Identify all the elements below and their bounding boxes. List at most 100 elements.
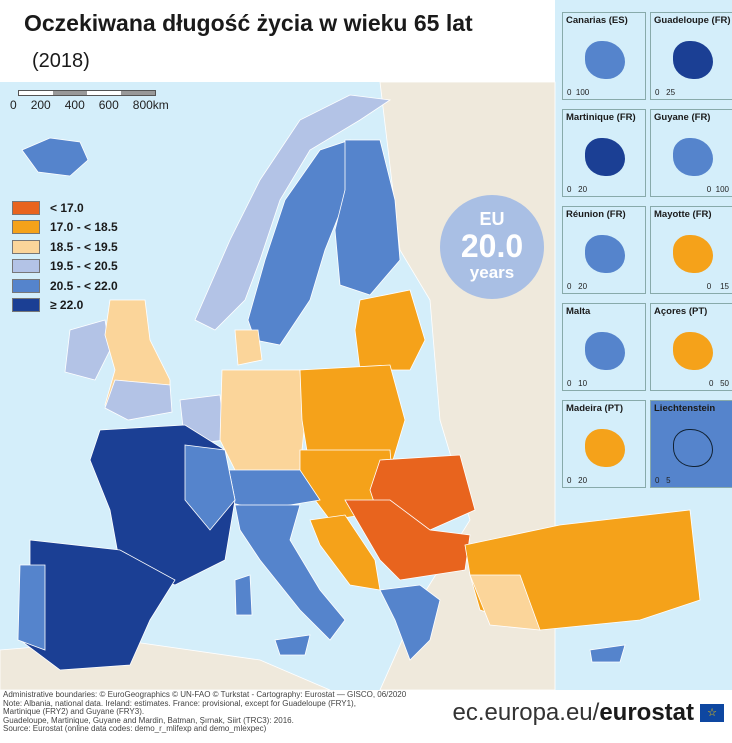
legend-swatch	[12, 220, 40, 235]
inset-title: Guyane (FR)	[654, 112, 711, 123]
footer-notes: Administrative boundaries: © EuroGeograp…	[3, 690, 407, 734]
region-sicily	[274, 634, 311, 656]
legend: < 17.0 17.0 - < 18.5 18.5 - < 19.5 19.5 - <…	[12, 198, 118, 315]
inset-title: Mayotte (FR)	[654, 209, 712, 220]
inset-region	[585, 235, 625, 273]
inset-scale: 0 20	[567, 282, 588, 291]
eu-flag-icon: ☆	[700, 704, 724, 722]
inset-map: Canarias (ES) 0 100	[562, 12, 646, 100]
inset-region	[585, 332, 625, 370]
legend-item: 18.5 - < 19.5	[12, 237, 118, 257]
inset-region	[673, 332, 713, 370]
map-title: Oczekiwana długość życia w wieku 65 lat	[24, 10, 473, 36]
legend-item: 20.5 - < 22.0	[12, 276, 118, 296]
note-line: Note: Albania, national data. Ireland: e…	[3, 698, 356, 708]
inset-map: Madeira (PT) 0 20	[562, 400, 646, 488]
eu-average-badge: EU 20.0 years	[440, 195, 544, 299]
region-france-east	[184, 444, 236, 531]
legend-swatch	[12, 239, 40, 254]
legend-item: 17.0 - < 18.5	[12, 218, 118, 238]
note-line: Administrative boundaries: © EuroGeograp…	[3, 690, 407, 699]
legend-label: 17.0 - < 18.5	[50, 220, 118, 235]
legend-item: < 17.0	[12, 198, 118, 218]
eu-label: EU	[479, 209, 505, 229]
inset-scale: 0 5	[655, 476, 671, 485]
region-finland	[334, 139, 401, 296]
region-denmark	[234, 329, 263, 366]
inset-map: Guadeloupe (FR) 0 25	[650, 12, 732, 100]
inset-title: Canarias (ES)	[566, 15, 628, 26]
legend-swatch	[12, 200, 40, 215]
inset-scale: 0 15	[706, 282, 729, 291]
region-italy	[234, 504, 346, 641]
scale-label: 800km	[132, 98, 169, 112]
inset-map: Guyane (FR) 0 100	[650, 109, 732, 197]
note-line: Guadeloupe, Martinique, Guyane and Mardi…	[3, 715, 294, 725]
inset-scale: 0 100	[706, 185, 729, 194]
region-sardinia	[234, 574, 253, 616]
inset-region	[673, 138, 713, 176]
inset-map: Mayotte (FR) 0 15	[650, 206, 732, 294]
inset-region	[585, 429, 625, 467]
legend-swatch	[12, 298, 40, 313]
map-subtitle: (2018)	[32, 50, 90, 72]
inset-map: Martinique (FR) 0 20	[562, 109, 646, 197]
brand-row: ec.europa.eu/eurostat ☆	[453, 700, 724, 726]
region-germany	[219, 369, 306, 481]
eurostat-link[interactable]: ec.europa.eu/eurostat	[453, 700, 694, 726]
inset-map: Liechtenstein 0 5	[650, 400, 732, 488]
inset-map: Malta 0 10	[562, 303, 646, 391]
inset-region	[673, 41, 713, 79]
brand-name: eurostat	[599, 699, 694, 726]
legend-label: 19.5 - < 20.5	[50, 259, 118, 274]
brand-prefix: ec.europa.eu/	[452, 699, 600, 726]
region-uk-south	[104, 379, 173, 421]
legend-label: 18.5 - < 19.5	[50, 239, 118, 254]
scale-label: 0	[10, 98, 17, 112]
inset-scale: 0 10	[567, 379, 588, 388]
legend-item: 19.5 - < 20.5	[12, 257, 118, 277]
region-baltics	[354, 289, 426, 371]
inset-scale: 0 50	[708, 379, 729, 388]
inset-title: Madeira (PT)	[566, 403, 624, 414]
inset-title: Réunion (FR)	[566, 209, 626, 220]
inset-scale: 0 20	[567, 476, 588, 485]
legend-label: < 17.0	[50, 200, 84, 215]
inset-title: Guadeloupe (FR)	[654, 15, 731, 26]
title-box: Oczekiwana długość życia w wieku 65 lat …	[0, 0, 555, 82]
scale-bar: 0 200 400 600 800km	[10, 90, 169, 112]
inset-region	[673, 235, 713, 273]
scale-bar-graphic	[18, 90, 156, 96]
inset-title: Liechtenstein	[654, 403, 716, 414]
footer: Administrative boundaries: © EuroGeograp…	[0, 690, 732, 743]
inset-scale: 0 25	[655, 88, 676, 97]
region-iceland	[21, 137, 89, 177]
region-ireland	[64, 319, 111, 381]
region-greece	[379, 584, 441, 661]
inset-scale: 0 20	[567, 185, 588, 194]
legend-swatch	[12, 278, 40, 293]
inset-title: Malta	[566, 306, 591, 317]
legend-swatch	[12, 259, 40, 274]
inset-region	[585, 138, 625, 176]
legend-label: 20.5 - < 22.0	[50, 278, 118, 293]
inset-map: Réunion (FR) 0 20	[562, 206, 646, 294]
region-turkey-west	[469, 574, 541, 631]
legend-label: ≥ 22.0	[50, 298, 84, 313]
inset-map: Açores (PT) 0 50	[650, 303, 732, 391]
eu-unit: years	[469, 263, 515, 282]
scale-label: 600	[98, 98, 119, 112]
scale-label: 200	[30, 98, 51, 112]
region-cyprus	[589, 644, 626, 663]
inset-title: Martinique (FR)	[566, 112, 636, 123]
scale-labels: 0 200 400 600 800km	[10, 98, 169, 112]
inset-scale: 0 100	[567, 88, 590, 97]
inset-region	[585, 41, 625, 79]
region-portugal	[17, 564, 46, 651]
note-line: Martinique (FRY2) and Guyane (FRY3).	[3, 707, 145, 717]
region-norway	[194, 94, 392, 331]
legend-item: ≥ 22.0	[12, 296, 118, 316]
scale-label: 400	[64, 98, 85, 112]
note-line: Source: Eurostat (online data codes: dem…	[3, 724, 267, 734]
inset-title: Açores (PT)	[654, 306, 708, 317]
